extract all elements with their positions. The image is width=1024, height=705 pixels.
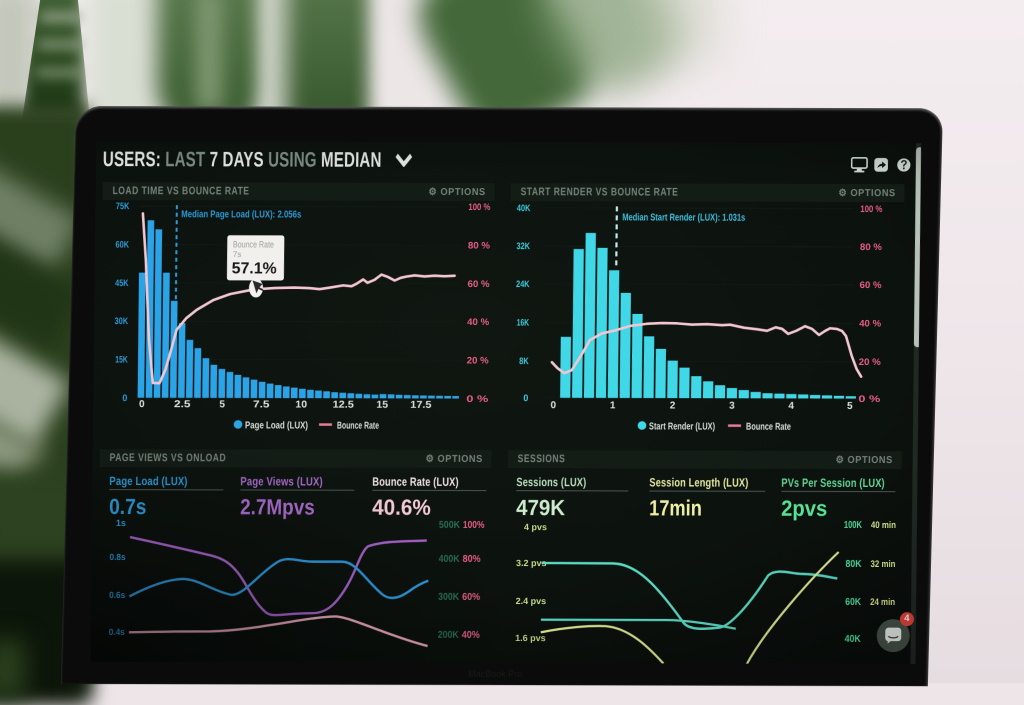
svg-text:500K: 500K bbox=[439, 520, 461, 531]
svg-text:3.2 pvs: 3.2 pvs bbox=[516, 558, 547, 568]
svg-text:15K: 15K bbox=[115, 355, 128, 366]
svg-text:2.4 pvs: 2.4 pvs bbox=[516, 596, 547, 606]
svg-text:5: 5 bbox=[847, 401, 853, 412]
svg-text:40 %: 40 % bbox=[859, 319, 882, 330]
svg-text:40 min: 40 min bbox=[871, 520, 896, 531]
svg-text:60K: 60K bbox=[845, 597, 862, 608]
svg-text:0.6s: 0.6s bbox=[109, 590, 125, 600]
svg-text:400K: 400K bbox=[439, 554, 461, 565]
svg-text:24K: 24K bbox=[516, 279, 530, 290]
svg-text:1.6 pvs: 1.6 pvs bbox=[515, 633, 546, 643]
svg-text:60 %: 60 % bbox=[467, 279, 490, 290]
svg-text:Bounce Rate: Bounce Rate bbox=[233, 239, 274, 249]
svg-text:0: 0 bbox=[523, 393, 528, 404]
svg-text:7s: 7s bbox=[233, 250, 242, 259]
svg-text:75K: 75K bbox=[116, 201, 130, 212]
svg-text:4 pvs: 4 pvs bbox=[524, 522, 547, 532]
svg-text:100%: 100% bbox=[463, 520, 485, 531]
svg-text:40K: 40K bbox=[845, 634, 862, 645]
svg-text:32K: 32K bbox=[516, 241, 530, 252]
svg-text:1s: 1s bbox=[116, 518, 126, 528]
svg-text:80K: 80K bbox=[845, 559, 862, 570]
svg-text:24 min: 24 min bbox=[870, 597, 895, 608]
svg-text:0.4s: 0.4s bbox=[109, 627, 125, 637]
svg-text:200K: 200K bbox=[438, 630, 460, 641]
svg-text:4: 4 bbox=[788, 401, 794, 412]
svg-text:Bounce Rate: Bounce Rate bbox=[337, 421, 379, 432]
svg-text:Bounce Rate: Bounce Rate bbox=[746, 422, 791, 433]
svg-text:100 %: 100 % bbox=[468, 202, 491, 213]
svg-text:60K: 60K bbox=[115, 240, 129, 251]
svg-text:16K: 16K bbox=[517, 318, 530, 329]
svg-text:20 %: 20 % bbox=[859, 357, 882, 368]
svg-text:40 %: 40 % bbox=[467, 317, 490, 328]
svg-text:40K: 40K bbox=[517, 203, 531, 214]
svg-text:45K: 45K bbox=[115, 278, 129, 289]
svg-text:17.5: 17.5 bbox=[410, 400, 432, 411]
svg-text:40%: 40% bbox=[462, 630, 480, 641]
svg-text:0: 0 bbox=[139, 399, 145, 410]
svg-text:1: 1 bbox=[610, 400, 616, 411]
svg-text:2: 2 bbox=[670, 401, 676, 412]
svg-text:80%: 80% bbox=[463, 554, 481, 565]
svg-text:Start Render (LUX): Start Render (LUX) bbox=[649, 422, 715, 433]
svg-text:0: 0 bbox=[550, 400, 556, 411]
svg-text:60%: 60% bbox=[462, 592, 480, 603]
svg-text:0 %: 0 % bbox=[858, 394, 881, 405]
svg-text:5: 5 bbox=[219, 399, 225, 410]
svg-text:57.1%: 57.1% bbox=[232, 260, 277, 277]
svg-text:0 %: 0 % bbox=[466, 394, 489, 405]
svg-text:20 %: 20 % bbox=[467, 355, 490, 366]
svg-text:Median Page Load (LUX): 2.056s: Median Page Load (LUX): 2.056s bbox=[181, 209, 301, 220]
svg-text:0.8s: 0.8s bbox=[110, 552, 126, 562]
svg-text:8K: 8K bbox=[519, 356, 529, 367]
svg-text:100K: 100K bbox=[844, 520, 863, 531]
svg-text:80 %: 80 % bbox=[468, 241, 491, 252]
svg-text:Median Start Render (LUX): 1.0: Median Start Render (LUX): 1.031s bbox=[622, 212, 745, 223]
svg-text:80 %: 80 % bbox=[860, 242, 883, 253]
svg-text:300K: 300K bbox=[438, 592, 460, 603]
svg-text:0: 0 bbox=[122, 393, 127, 404]
svg-text:100 %: 100 % bbox=[860, 204, 883, 215]
svg-text:10: 10 bbox=[295, 400, 307, 411]
svg-text:12.5: 12.5 bbox=[333, 400, 355, 411]
svg-text:Page Load (LUX): Page Load (LUX) bbox=[245, 420, 308, 431]
svg-text:32 min: 32 min bbox=[870, 559, 895, 570]
svg-text:60 %: 60 % bbox=[859, 280, 882, 291]
svg-text:30K: 30K bbox=[115, 316, 129, 327]
svg-text:7.5: 7.5 bbox=[253, 399, 270, 410]
svg-text:2.5: 2.5 bbox=[174, 399, 191, 410]
svg-text:15: 15 bbox=[376, 400, 388, 411]
svg-text:3: 3 bbox=[729, 401, 735, 412]
